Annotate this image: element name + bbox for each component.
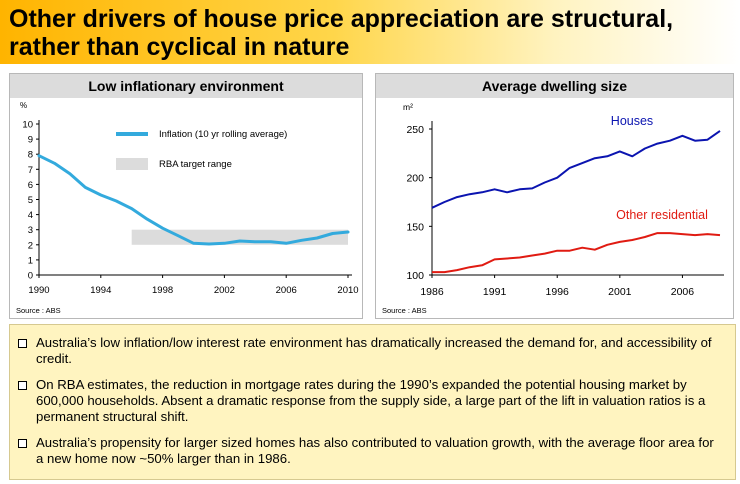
y-tick-label: 4 — [28, 210, 33, 221]
x-tick-label: 2006 — [276, 285, 297, 296]
inflation-chart-panel: Low inflationary environment 0 1 2 3 4 5 6 7 8 9 1… — [9, 73, 363, 319]
other-residential-series-label: Other residential — [616, 208, 708, 222]
x-tick-label: 1991 — [483, 286, 507, 298]
title-bar: Other drivers of house price appreciatio… — [0, 0, 740, 64]
y-tick-label: 100 — [406, 270, 424, 282]
y-axis-unit: % — [20, 101, 27, 110]
inflation-chart: 0 1 2 3 4 5 6 7 8 9 10% 1990 1994 1998 2002 2006 2010 Inf… — [20, 101, 359, 296]
bullet-icon — [18, 381, 27, 390]
dwelling-chart-panel: Average dwelling size 100 150 200 250 m² 1986… — [375, 73, 734, 319]
note-text: Australia’s propensity for larger sized … — [36, 435, 714, 466]
x-tick-label: 1994 — [90, 285, 111, 296]
inflation-chart-title: Low inflationary environment — [10, 74, 362, 98]
dwelling-chart: 100 150 200 250 m² 1986 1991 1996 2001 2006 Houses… — [403, 102, 724, 298]
x-tick-label: 1998 — [152, 285, 173, 296]
dwelling-chart-title: Average dwelling size — [376, 74, 733, 98]
y-tick-label: 0 — [28, 271, 33, 282]
title-line-2: rather than cyclical in nature — [9, 33, 350, 61]
x-tick-label: 2010 — [337, 285, 358, 296]
y-tick-label: 250 — [406, 124, 424, 136]
legend-inflation-label: Inflation (10 yr rolling average) — [159, 129, 287, 140]
x-tick-label: 2006 — [671, 286, 695, 298]
bullet-icon — [18, 439, 27, 448]
note-item: Australia’s propensity for larger sized … — [18, 435, 723, 467]
note-item: On RBA estimates, the reduction in mortg… — [18, 377, 723, 425]
x-tick-label: 1996 — [546, 286, 570, 298]
y-axis-unit: m² — [403, 102, 413, 112]
inflation-chart-source: Source : ABS — [16, 306, 61, 315]
inflation-series-line — [37, 154, 350, 246]
page-title: Other drivers of house price appreciatio… — [9, 5, 673, 61]
x-tick-label: 1986 — [420, 286, 444, 298]
other-residential-series-line — [432, 232, 721, 274]
x-tick-label: 2001 — [608, 286, 632, 298]
houses-series-line — [431, 130, 721, 209]
y-tick-label: 2 — [28, 240, 33, 251]
legend-band-swatch — [116, 158, 148, 170]
y-tick-label: 200 — [406, 173, 424, 185]
legend-band-label: RBA target range — [159, 159, 232, 170]
y-tick-label: 150 — [406, 221, 424, 233]
y-tick-label: 5 — [28, 195, 33, 206]
y-tick-label: 7 — [28, 165, 33, 176]
notes-box: Australia’s low inflation/low interest r… — [9, 324, 736, 480]
x-tick-label: 2002 — [214, 285, 235, 296]
houses-series-label: Houses — [611, 114, 653, 128]
y-tick-label: 9 — [28, 135, 33, 146]
bullet-icon — [18, 339, 27, 348]
y-tick-label: 6 — [28, 180, 33, 191]
dwelling-chart-source: Source : ABS — [382, 306, 427, 315]
y-tick-label: 8 — [28, 150, 33, 161]
note-item: Australia’s low inflation/low interest r… — [18, 335, 723, 367]
y-tick-label: 1 — [28, 255, 33, 266]
y-tick-label: 10 — [22, 120, 33, 131]
title-line-1: Other drivers of house price appreciatio… — [9, 5, 674, 33]
y-tick-label: 3 — [28, 225, 33, 236]
note-text: Australia’s low inflation/low interest r… — [36, 335, 712, 366]
note-text: On RBA estimates, the reduction in mortg… — [36, 377, 706, 424]
x-tick-label: 1990 — [28, 285, 49, 296]
